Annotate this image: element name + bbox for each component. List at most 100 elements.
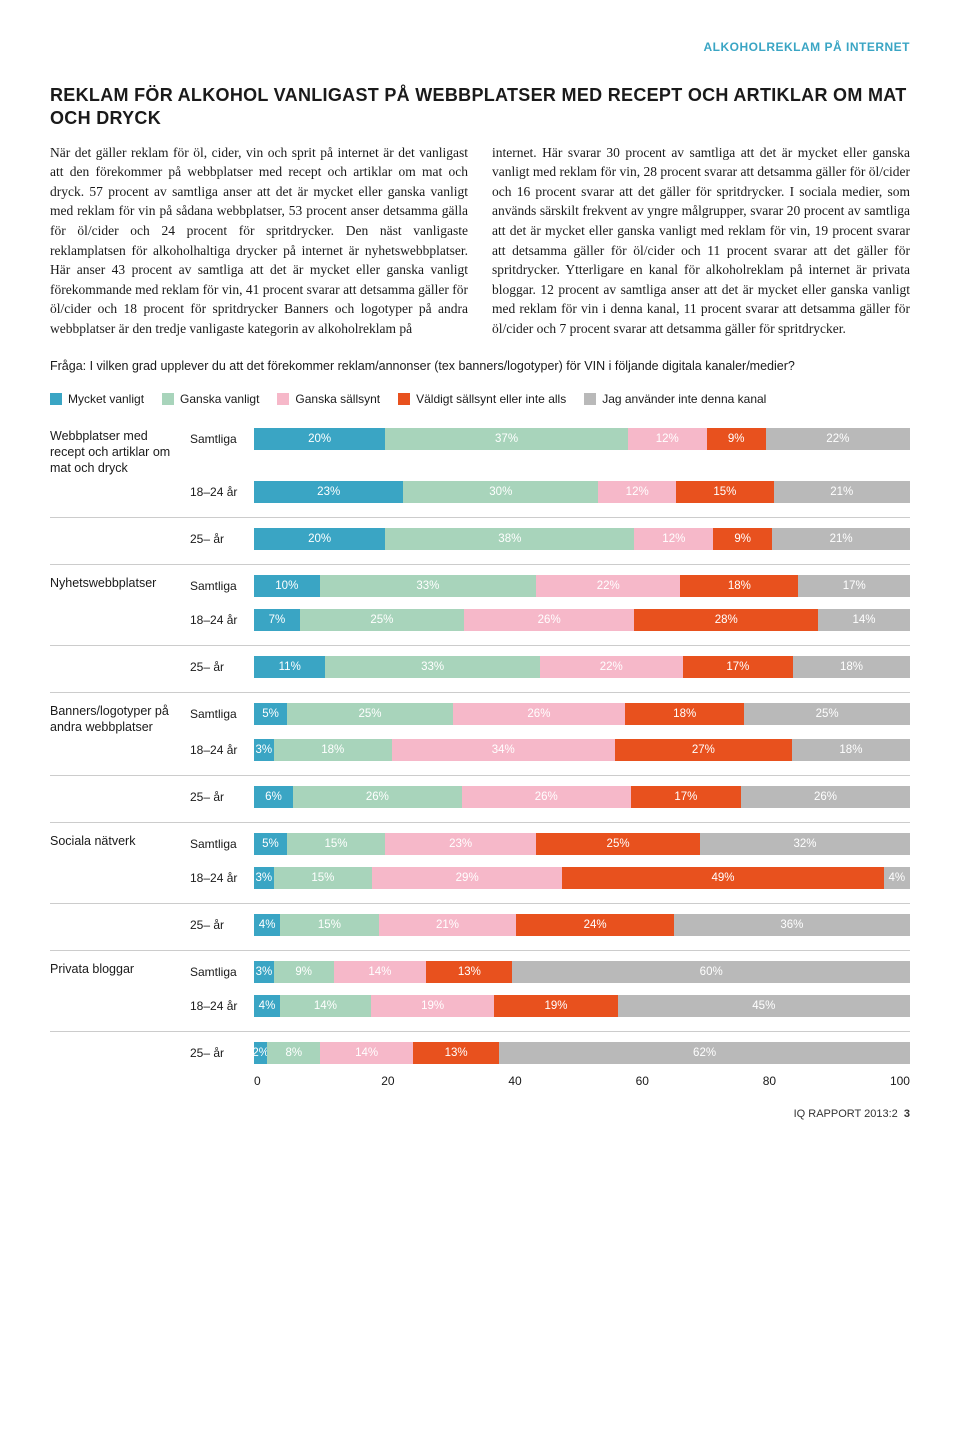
chart-segment: 26% [453, 703, 625, 725]
chart-segment: 33% [320, 575, 536, 597]
body-column-left: När det gäller reklam för öl, cider, vin… [50, 143, 468, 339]
chart-segment: 15% [280, 914, 378, 936]
chart-bar: 2%8%14%13%62% [254, 1042, 910, 1064]
legend-swatch [584, 393, 596, 405]
chart-row-label: Samtliga [190, 837, 254, 851]
chart-category-label [50, 526, 190, 558]
chart-bar: 6%26%26%17%26% [254, 786, 910, 808]
chart-segment: 20% [254, 528, 385, 550]
legend-item: Ganska vanligt [162, 392, 259, 406]
chart-segment: 3% [254, 739, 274, 761]
chart-row-label: 18–24 år [190, 871, 254, 885]
legend-label: Väldigt sällsynt eller inte alls [416, 392, 566, 406]
chart-segment: 3% [254, 961, 274, 983]
chart-bar: 20%38%12%9%21% [254, 528, 910, 550]
chart-segment: 17% [631, 786, 741, 808]
chart-bar-row: 25– år20%38%12%9%21% [190, 526, 910, 552]
chart-bar-row: 18–24 år23%30%12%15%21% [190, 479, 910, 505]
chart-bar-row: Samtliga5%25%26%18%25% [190, 701, 910, 727]
chart-segment: 18% [793, 656, 910, 678]
chart-segment: 14% [334, 961, 427, 983]
legend-label: Ganska sällsynt [295, 392, 380, 406]
chart-segment: 19% [494, 995, 617, 1017]
chart-segment: 21% [379, 914, 517, 936]
chart-category-label [50, 737, 190, 769]
chart-bar: 5%25%26%18%25% [254, 703, 910, 725]
chart-bar: 3%18%34%27%18% [254, 739, 910, 761]
axis-tick: 40 [508, 1074, 635, 1088]
chart-category-label: Webbplatser med recept och artiklar om m… [50, 426, 190, 477]
chart-row-label: Samtliga [190, 707, 254, 721]
article-body: När det gäller reklam för öl, cider, vin… [50, 143, 910, 339]
chart-segment: 37% [385, 428, 628, 450]
chart-x-axis: 020406080100 [254, 1074, 910, 1088]
chart-category-label: Nyhetswebbplatser [50, 573, 190, 605]
chart-segment: 18% [625, 703, 744, 725]
axis-tick: 20 [381, 1074, 508, 1088]
chart-segment: 18% [680, 575, 798, 597]
chart-category-label [50, 993, 190, 1025]
chart-segment: 33% [325, 656, 539, 678]
chart-segment: 26% [293, 786, 462, 808]
chart-segment: 3% [254, 867, 274, 889]
chart-segment: 4% [254, 995, 280, 1017]
axis-tick: 60 [636, 1074, 763, 1088]
chart-segment: 32% [700, 833, 910, 855]
chart-category-label [50, 479, 190, 511]
chart-segment: 25% [300, 609, 464, 631]
chart-segment: 28% [634, 609, 818, 631]
chart-category-label: Banners/logotyper på andra webbplatser [50, 701, 190, 736]
chart-bar: 7%25%26%28%14% [254, 609, 910, 631]
survey-question: Fråga: I vilken grad upplever du att det… [50, 358, 910, 376]
chart-segment: 4% [884, 867, 910, 889]
body-column-right: internet. Här svarar 30 procent av samtl… [492, 143, 910, 339]
chart-segment: 62% [499, 1042, 910, 1064]
chart-segment: 7% [254, 609, 300, 631]
chart-segment: 19% [371, 995, 494, 1017]
chart-segment: 18% [274, 739, 392, 761]
chart-bar: 23%30%12%15%21% [254, 481, 910, 503]
footer-page-number: 3 [904, 1108, 910, 1120]
chart-row-label: 18–24 år [190, 485, 254, 499]
chart-segment: 6% [254, 786, 293, 808]
chart-segment: 14% [320, 1042, 413, 1064]
chart-segment: 20% [254, 428, 385, 450]
chart-segment: 12% [598, 481, 676, 503]
chart-bar: 3%9%14%13%60% [254, 961, 910, 983]
chart-segment: 8% [267, 1042, 320, 1064]
chart-segment: 38% [385, 528, 634, 550]
chart-segment: 9% [713, 528, 772, 550]
chart-segment: 17% [683, 656, 793, 678]
chart-segment: 14% [280, 995, 371, 1017]
chart-segment: 25% [744, 703, 910, 725]
chart-bar: 11%33%22%17%18% [254, 656, 910, 678]
chart-segment: 5% [254, 833, 287, 855]
chart-segment: 23% [385, 833, 536, 855]
chart-segment: 24% [516, 914, 673, 936]
chart-segment: 27% [615, 739, 792, 761]
axis-tick: 0 [254, 1074, 381, 1088]
chart-segment: 26% [464, 609, 635, 631]
chart-row-label: 18–24 år [190, 999, 254, 1013]
chart-segment: 18% [792, 739, 910, 761]
legend-swatch [398, 393, 410, 405]
chart-segment: 36% [674, 914, 910, 936]
chart-segment: 49% [562, 867, 883, 889]
chart-row-label: 18–24 år [190, 613, 254, 627]
chart-segment: 4% [254, 914, 280, 936]
chart-bar-row: 25– år6%26%26%17%26% [190, 784, 910, 810]
chart-category-label [50, 865, 190, 897]
chart-bar: 3%15%29%49%4% [254, 867, 910, 889]
chart-segment: 15% [287, 833, 385, 855]
chart-row-label: 25– år [190, 660, 254, 674]
legend-label: Mycket vanligt [68, 392, 144, 406]
chart-segment: 9% [274, 961, 334, 983]
chart-segment: 13% [426, 961, 512, 983]
legend-item: Ganska sällsynt [277, 392, 380, 406]
chart-category-label [50, 1040, 190, 1072]
chart-segment: 25% [536, 833, 700, 855]
chart-bar-row: 18–24 år7%25%26%28%14% [190, 607, 910, 633]
footer-report-label: IQ RAPPORT 2013:2 [794, 1108, 898, 1120]
chart-segment: 22% [766, 428, 910, 450]
chart-bar-row: 25– år4%15%21%24%36% [190, 912, 910, 938]
